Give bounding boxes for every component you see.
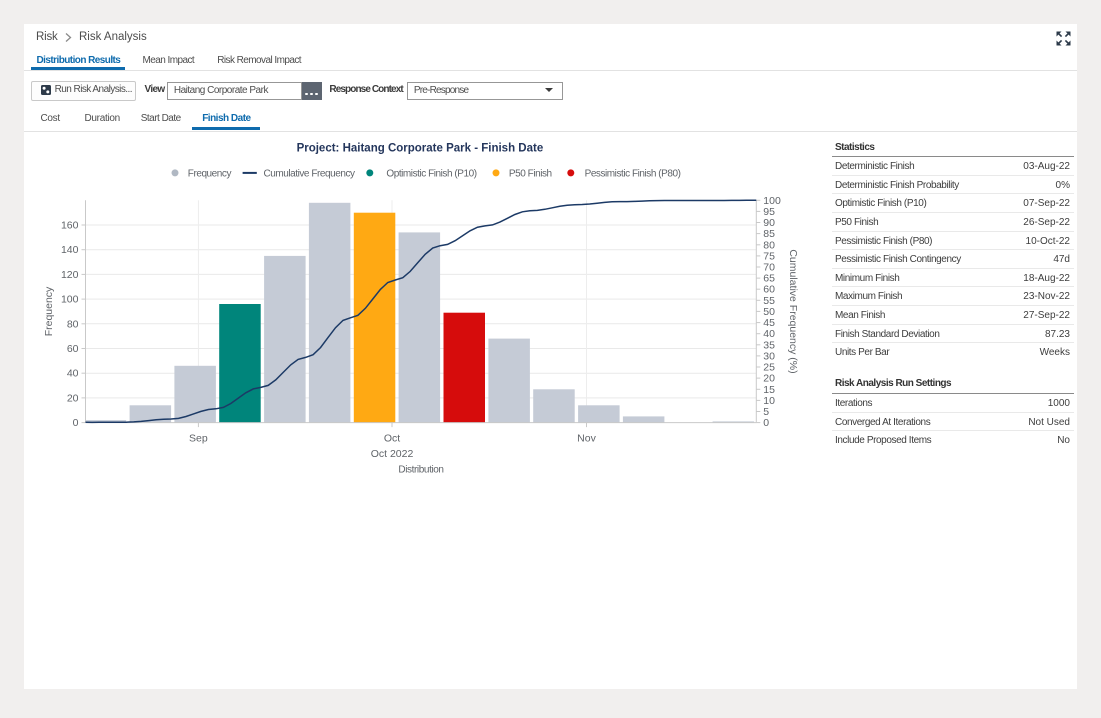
- svg-text:75: 75: [763, 250, 775, 262]
- svg-text:0: 0: [73, 417, 79, 429]
- svg-text:45: 45: [763, 317, 775, 329]
- svg-text:40: 40: [763, 328, 775, 340]
- svg-text:Project: Haitang Corporate Par: Project: Haitang Corporate Park - Finish…: [297, 143, 544, 155]
- svg-text:140: 140: [61, 244, 79, 256]
- svg-text:90: 90: [763, 217, 775, 229]
- svg-text:100: 100: [61, 294, 79, 306]
- svg-text:Distribution: Distribution: [398, 465, 443, 476]
- svg-text:95: 95: [763, 206, 775, 218]
- svg-text:10: 10: [763, 395, 775, 407]
- svg-text:120: 120: [61, 269, 79, 281]
- svg-text:Cumulative Frequency (%): Cumulative Frequency (%): [787, 249, 799, 373]
- svg-text:80: 80: [763, 239, 775, 251]
- svg-text:160: 160: [61, 220, 79, 232]
- svg-text:60: 60: [67, 343, 79, 355]
- svg-text:80: 80: [67, 318, 79, 330]
- svg-text:85: 85: [763, 228, 775, 240]
- svg-text:60: 60: [763, 284, 775, 296]
- svg-text:55: 55: [763, 295, 775, 307]
- svg-text:Oct: Oct: [384, 433, 400, 445]
- svg-text:Cumulative Frequency: Cumulative Frequency: [264, 168, 355, 179]
- svg-text:0: 0: [763, 417, 769, 429]
- svg-text:Frequency: Frequency: [188, 168, 232, 179]
- svg-text:50: 50: [763, 306, 775, 318]
- svg-text:Oct 2022: Oct 2022: [371, 448, 414, 460]
- svg-text:25: 25: [763, 362, 775, 374]
- svg-text:30: 30: [763, 350, 775, 362]
- svg-text:65: 65: [763, 273, 775, 285]
- svg-text:Pessimistic Finish (P80): Pessimistic Finish (P80): [585, 168, 681, 179]
- svg-text:Sep: Sep: [189, 433, 208, 445]
- svg-text:Nov: Nov: [577, 433, 596, 445]
- svg-text:20: 20: [763, 373, 775, 385]
- svg-text:35: 35: [763, 339, 775, 351]
- svg-text:5: 5: [763, 406, 769, 418]
- svg-text:15: 15: [763, 384, 775, 396]
- svg-text:Optimistic Finish (P10): Optimistic Finish (P10): [386, 168, 476, 179]
- svg-text:100: 100: [763, 195, 781, 207]
- svg-text:Frequency: Frequency: [43, 286, 55, 336]
- svg-text:70: 70: [763, 262, 775, 274]
- svg-text:20: 20: [67, 392, 79, 404]
- svg-text:40: 40: [67, 368, 79, 380]
- svg-text:P50 Finish: P50 Finish: [509, 168, 552, 179]
